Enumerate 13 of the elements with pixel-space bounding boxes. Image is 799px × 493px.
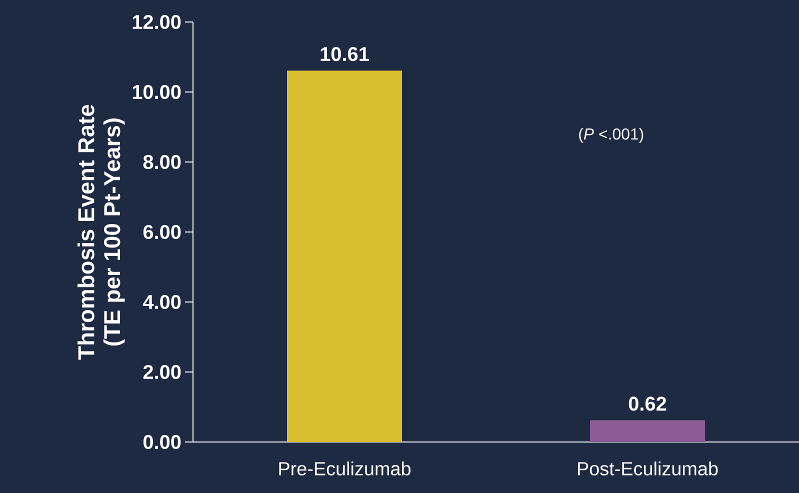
y-axis-title: Thrombosis Event Rate (TE per 100 Pt-Years) [78, 104, 125, 360]
x-tick-label: Pre-Eculizumab [279, 462, 410, 476]
y-tick-label: 2.00 [143, 364, 181, 380]
y-tick-label: 0.00 [143, 434, 181, 450]
y-tick-label: 8.00 [143, 154, 181, 170]
data-label: 10.61 [320, 47, 369, 62]
y-tick-label: 6.00 [143, 224, 181, 240]
y-tick-label: 10.00 [132, 84, 181, 100]
y-tick-label: 4.00 [142, 294, 181, 310]
data-label: 0.62 [628, 396, 666, 411]
y-tick-label: 12.00 [132, 14, 181, 30]
x-tick-label: Post-Eculizumab [578, 462, 718, 476]
annotation: (P <.001) [579, 128, 644, 143]
